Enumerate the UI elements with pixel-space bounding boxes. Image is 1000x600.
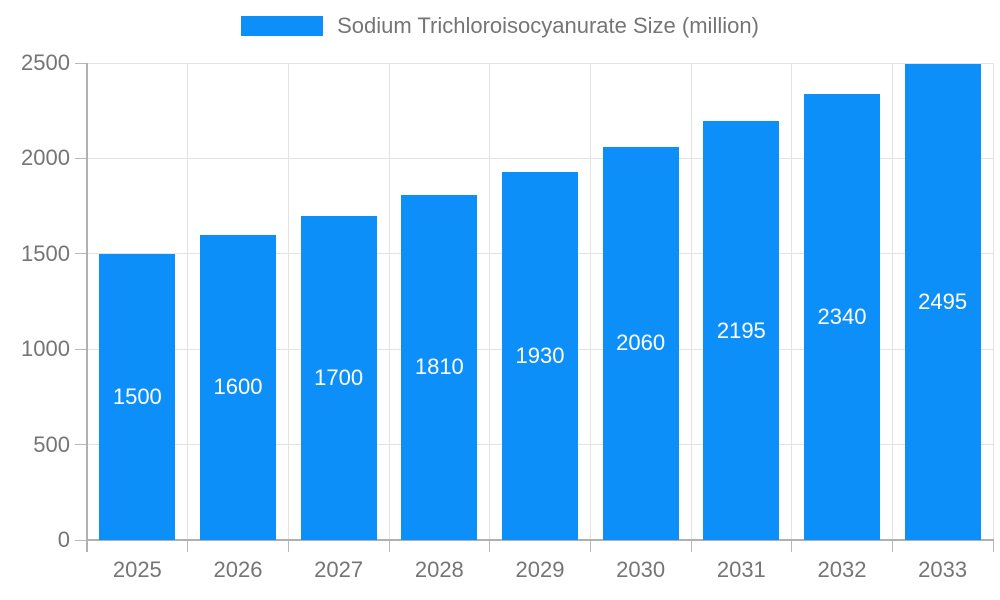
y-axis-tick	[75, 253, 87, 255]
x-gridline	[489, 63, 491, 540]
y-axis-tick-label: 500	[33, 431, 70, 457]
bar-value-label: 2195	[716, 317, 766, 343]
chart-legend[interactable]: Sodium Trichloroisocyanurate Size (milli…	[0, 13, 1000, 39]
y-gridline	[87, 62, 993, 64]
x-gridline	[287, 63, 289, 540]
x-gridline	[992, 63, 994, 540]
bar-2029[interactable]: 1930	[502, 171, 578, 540]
x-axis-tick	[287, 540, 289, 552]
x-axis-tick	[388, 540, 390, 552]
x-axis-tick-label: 2026	[213, 557, 263, 582]
x-axis-tick	[589, 540, 591, 552]
bar-value-label: 2340	[817, 303, 867, 329]
legend-series-label: Sodium Trichloroisocyanurate Size (milli…	[337, 13, 759, 38]
y-axis-tick	[75, 539, 87, 541]
x-gridline	[791, 63, 793, 540]
y-axis-tick-label: 1000	[21, 336, 70, 362]
y-axis-tick	[75, 348, 87, 350]
x-axis-tick-label: 2029	[515, 557, 565, 582]
x-axis-tick	[891, 540, 893, 552]
x-axis-tick-label: 2027	[314, 557, 364, 582]
x-axis-tick-label: 2032	[817, 557, 867, 582]
x-axis-tick-label: 2025	[112, 557, 162, 582]
bar-value-label: 1700	[314, 364, 364, 390]
x-gridline	[690, 63, 692, 540]
x-axis-tick-label: 2033	[918, 557, 968, 582]
bar-2028[interactable]: 1810	[401, 194, 478, 540]
bar-2027[interactable]: 1700	[300, 215, 377, 540]
bar-2025[interactable]: 1500	[99, 253, 176, 540]
bar-value-label: 2495	[918, 288, 968, 314]
x-gridline	[187, 63, 189, 540]
y-axis-tick-label: 0	[57, 527, 70, 552]
y-axis-tick	[75, 62, 87, 64]
y-axis-tick-label: 2000	[21, 145, 70, 171]
bar-2032[interactable]: 2340	[804, 93, 880, 540]
x-gridline	[388, 63, 390, 540]
bar-2030[interactable]: 2060	[602, 146, 679, 540]
y-axis-tick-label: 2500	[21, 50, 70, 75]
x-axis-tick	[187, 540, 189, 552]
y-axis-tick	[75, 444, 87, 446]
y-gridline	[87, 157, 993, 159]
y-axis-line	[86, 63, 88, 552]
bar-value-label: 2060	[616, 330, 666, 356]
x-axis-tick-label: 2028	[414, 557, 464, 582]
bar-value-label: 1930	[515, 342, 565, 368]
legend-color-swatch	[241, 16, 324, 36]
bar-2026[interactable]: 1600	[200, 234, 276, 540]
x-axis-tick	[489, 540, 491, 552]
bar-2033[interactable]: 2495	[904, 63, 981, 540]
x-axis-tick	[992, 540, 994, 552]
bar-value-label: 1600	[213, 374, 263, 400]
x-axis-tick-label: 2031	[716, 557, 766, 582]
x-axis-line	[86, 539, 994, 541]
bar-2031[interactable]: 2195	[703, 121, 780, 540]
bar-value-label: 1500	[112, 383, 162, 409]
x-gridline	[589, 63, 591, 540]
x-axis-tick-label: 2030	[616, 557, 666, 582]
y-axis-tick-label: 1500	[21, 240, 70, 266]
x-gridline	[891, 63, 893, 540]
bar-value-label: 1810	[414, 354, 464, 380]
x-axis-tick	[690, 540, 692, 552]
x-axis-tick	[791, 540, 793, 552]
y-axis-tick	[75, 157, 87, 159]
